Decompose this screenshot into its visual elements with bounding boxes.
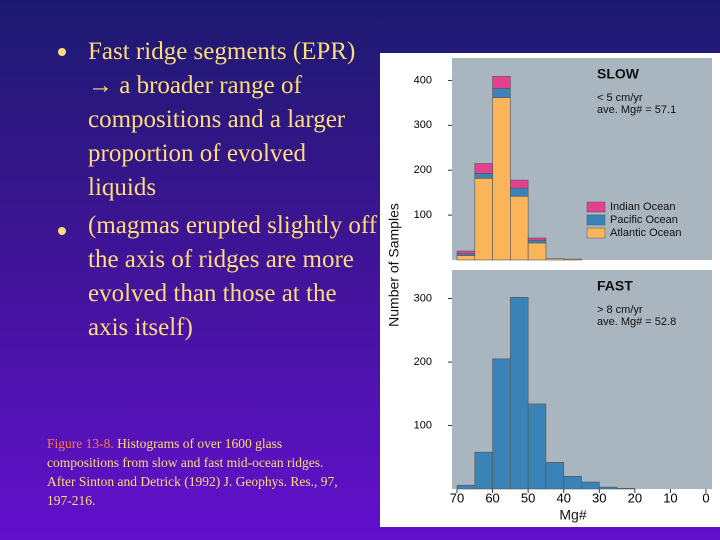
annotation: < 5 cm/yr [597,92,643,104]
bullet-dot [58,227,66,235]
legend-swatch [586,201,606,213]
x-tick-label: 20 [628,490,642,505]
y-tick-label: 300 [414,119,432,131]
histogram-bar [581,481,600,490]
histogram-bar [527,403,547,490]
histogram-bar [474,451,493,490]
histogram-bar [527,237,547,241]
annotation: ave. Mg# = 52.8 [597,316,676,328]
caption: Figure 13-8. Histograms of over 1600 gla… [47,434,347,510]
histogram-bar [456,250,476,255]
histogram-bar [474,163,493,174]
histogram-bar [456,484,476,490]
histogram-bar [492,358,511,490]
histogram-bar [598,486,618,490]
histogram-bar [456,255,476,261]
caption-text: Histograms of over 1600 glass compositio… [47,436,338,508]
histogram-bar [474,173,493,179]
histogram-bar [492,76,511,89]
bullet-dot [58,48,66,56]
y-tick-label: 100 [414,419,432,431]
histogram-bar [474,178,493,261]
y-tick-label: 300 [414,292,432,304]
histogram-bar [527,239,547,244]
annotation: FAST [597,278,633,294]
annotation: ave. Mg# = 57.1 [597,104,676,116]
histogram-bar [545,258,565,261]
legend-label: Indian Ocean [610,201,675,213]
y-tick-label: 100 [414,209,432,221]
histogram-bar [563,476,582,490]
legend-swatch [586,227,606,239]
histogram-bar [510,296,529,490]
annotation: > 8 cm/yr [597,304,643,316]
histogram-bar [616,488,636,490]
histogram-bar [545,462,565,490]
legend-swatch [586,214,606,226]
x-tick-label: 10 [663,490,677,505]
histogram-bar [492,88,511,98]
histogram-bar [510,195,529,261]
annotation: SLOW [597,66,640,82]
y-tick-label: 200 [414,164,432,176]
caption-label: Figure 13-8. [47,436,114,451]
histogram-bar [510,187,529,197]
histogram-bar [492,97,511,261]
y-axis-label: Number of Samples [386,203,402,327]
x-tick-label: 0 [702,490,709,505]
legend-label: Pacific Ocean [610,214,678,226]
y-tick-label: 200 [414,356,432,368]
x-axis-label: Mg# [559,507,586,523]
legend-label: Atlantic Ocean [610,227,682,239]
x-tick-label: 70 [450,490,464,505]
x-tick-label: 40 [556,490,570,505]
bullet: (magmas erupted slightly off the axis of… [88,212,378,341]
histogram-bar [527,242,547,261]
bullet: Fast ridge segments (EPR) → a broader ra… [88,38,356,201]
histogram-bar [510,179,529,189]
histogram-bar [563,258,582,261]
x-tick-label: 60 [485,490,499,505]
x-tick-label: 50 [521,490,535,505]
y-tick-label: 400 [414,74,432,86]
x-tick-label: 30 [592,490,606,505]
